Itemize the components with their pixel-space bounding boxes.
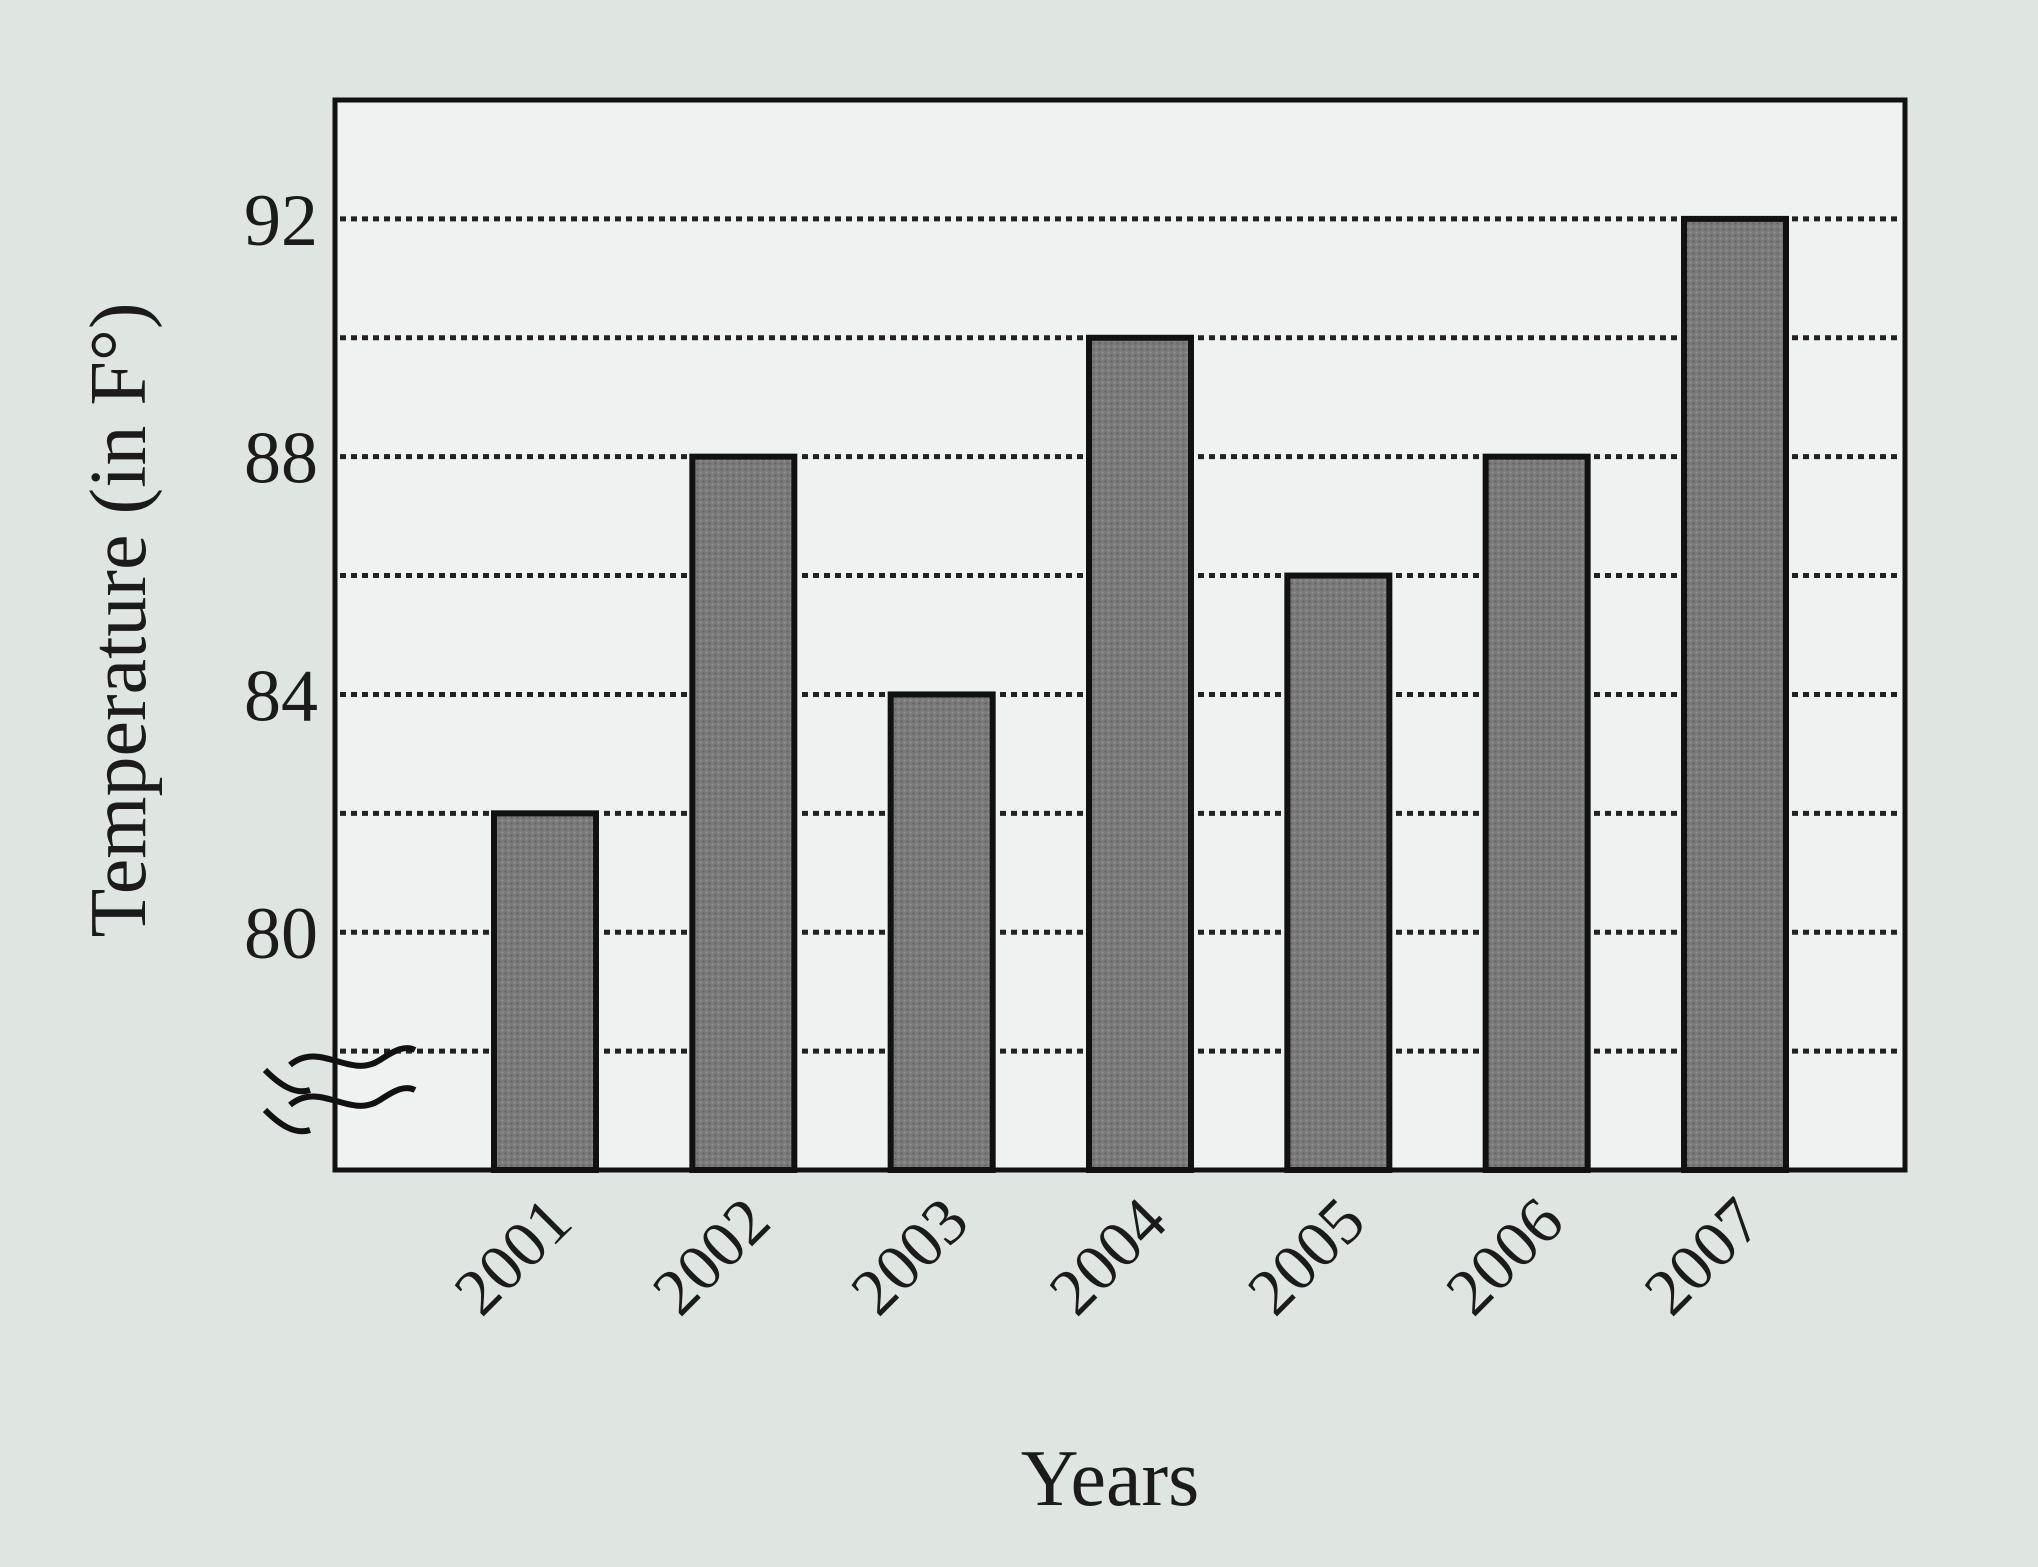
x-tick-labels: 2001 2002 2003 2004 2005 2006 2007: [441, 1184, 1776, 1329]
y-tick-label: 80: [244, 893, 318, 975]
y-tick-label: 92: [244, 180, 318, 262]
x-tick-label: 2006: [1432, 1184, 1577, 1329]
x-tick-label: 2001: [441, 1184, 586, 1329]
bars: [491, 215, 1789, 1173]
x-tick-label: 2007: [1631, 1184, 1776, 1329]
x-tick-label: 2005: [1234, 1184, 1379, 1329]
bar-2007: [1681, 215, 1789, 1173]
x-axis-title: Years: [1021, 1435, 1200, 1523]
y-tick-label: 88: [244, 418, 318, 500]
axis-break-icon: [262, 1045, 417, 1135]
x-tick-label: 2003: [837, 1184, 982, 1329]
gridlines: [340, 216, 1900, 1054]
bar-2003: [887, 691, 996, 1173]
x-tick-label: 2002: [639, 1184, 784, 1329]
bar-2005: [1284, 572, 1393, 1173]
bar-2004: [1086, 334, 1194, 1173]
bar-2002: [689, 453, 798, 1173]
y-tick-label: 84: [244, 655, 318, 737]
bar-2006: [1482, 453, 1591, 1173]
y-tick-labels: 80 84 88 92: [244, 180, 318, 975]
y-axis-title: Temperature (in F°): [75, 302, 163, 937]
x-tick-label: 2004: [1036, 1184, 1181, 1329]
bar-2001: [491, 810, 599, 1173]
